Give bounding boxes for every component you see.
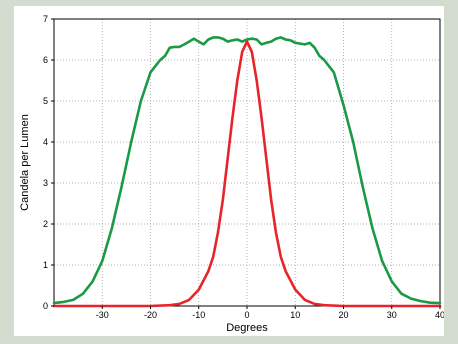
y-tick-label: 5 — [43, 96, 48, 106]
x-tick-label: -30 — [96, 310, 109, 320]
x-tick-label: 10 — [290, 310, 300, 320]
x-tick-label: 30 — [387, 310, 397, 320]
x-tick-label: 0 — [244, 310, 249, 320]
y-tick-label: 2 — [43, 219, 48, 229]
x-axis-title: Degrees — [226, 322, 268, 334]
x-tick-label: -10 — [192, 310, 205, 320]
y-tick-label: 6 — [43, 55, 48, 65]
x-tick-label: 20 — [338, 310, 348, 320]
chart-panel: -30 -20 -10 0 10 20 30 40 0 1 2 3 4 5 6 7 Degrees Cande… — [14, 6, 444, 336]
x-tick-label: -20 — [144, 310, 157, 320]
y-tick-label: 1 — [43, 260, 48, 270]
y-tick-label: 3 — [43, 178, 48, 188]
y-tick-label: 4 — [43, 137, 48, 147]
x-tick-label: 40 — [435, 310, 444, 320]
y-tick-label: 0 — [43, 301, 48, 311]
series-line-1 — [54, 37, 440, 303]
chart-svg: -30 -20 -10 0 10 20 30 40 0 1 2 3 4 5 6 7 Degrees Cande… — [14, 6, 444, 336]
y-tick-label: 7 — [43, 14, 48, 24]
y-axis-title: Candela per Lumen — [19, 114, 31, 211]
series-line-2 — [54, 42, 440, 306]
